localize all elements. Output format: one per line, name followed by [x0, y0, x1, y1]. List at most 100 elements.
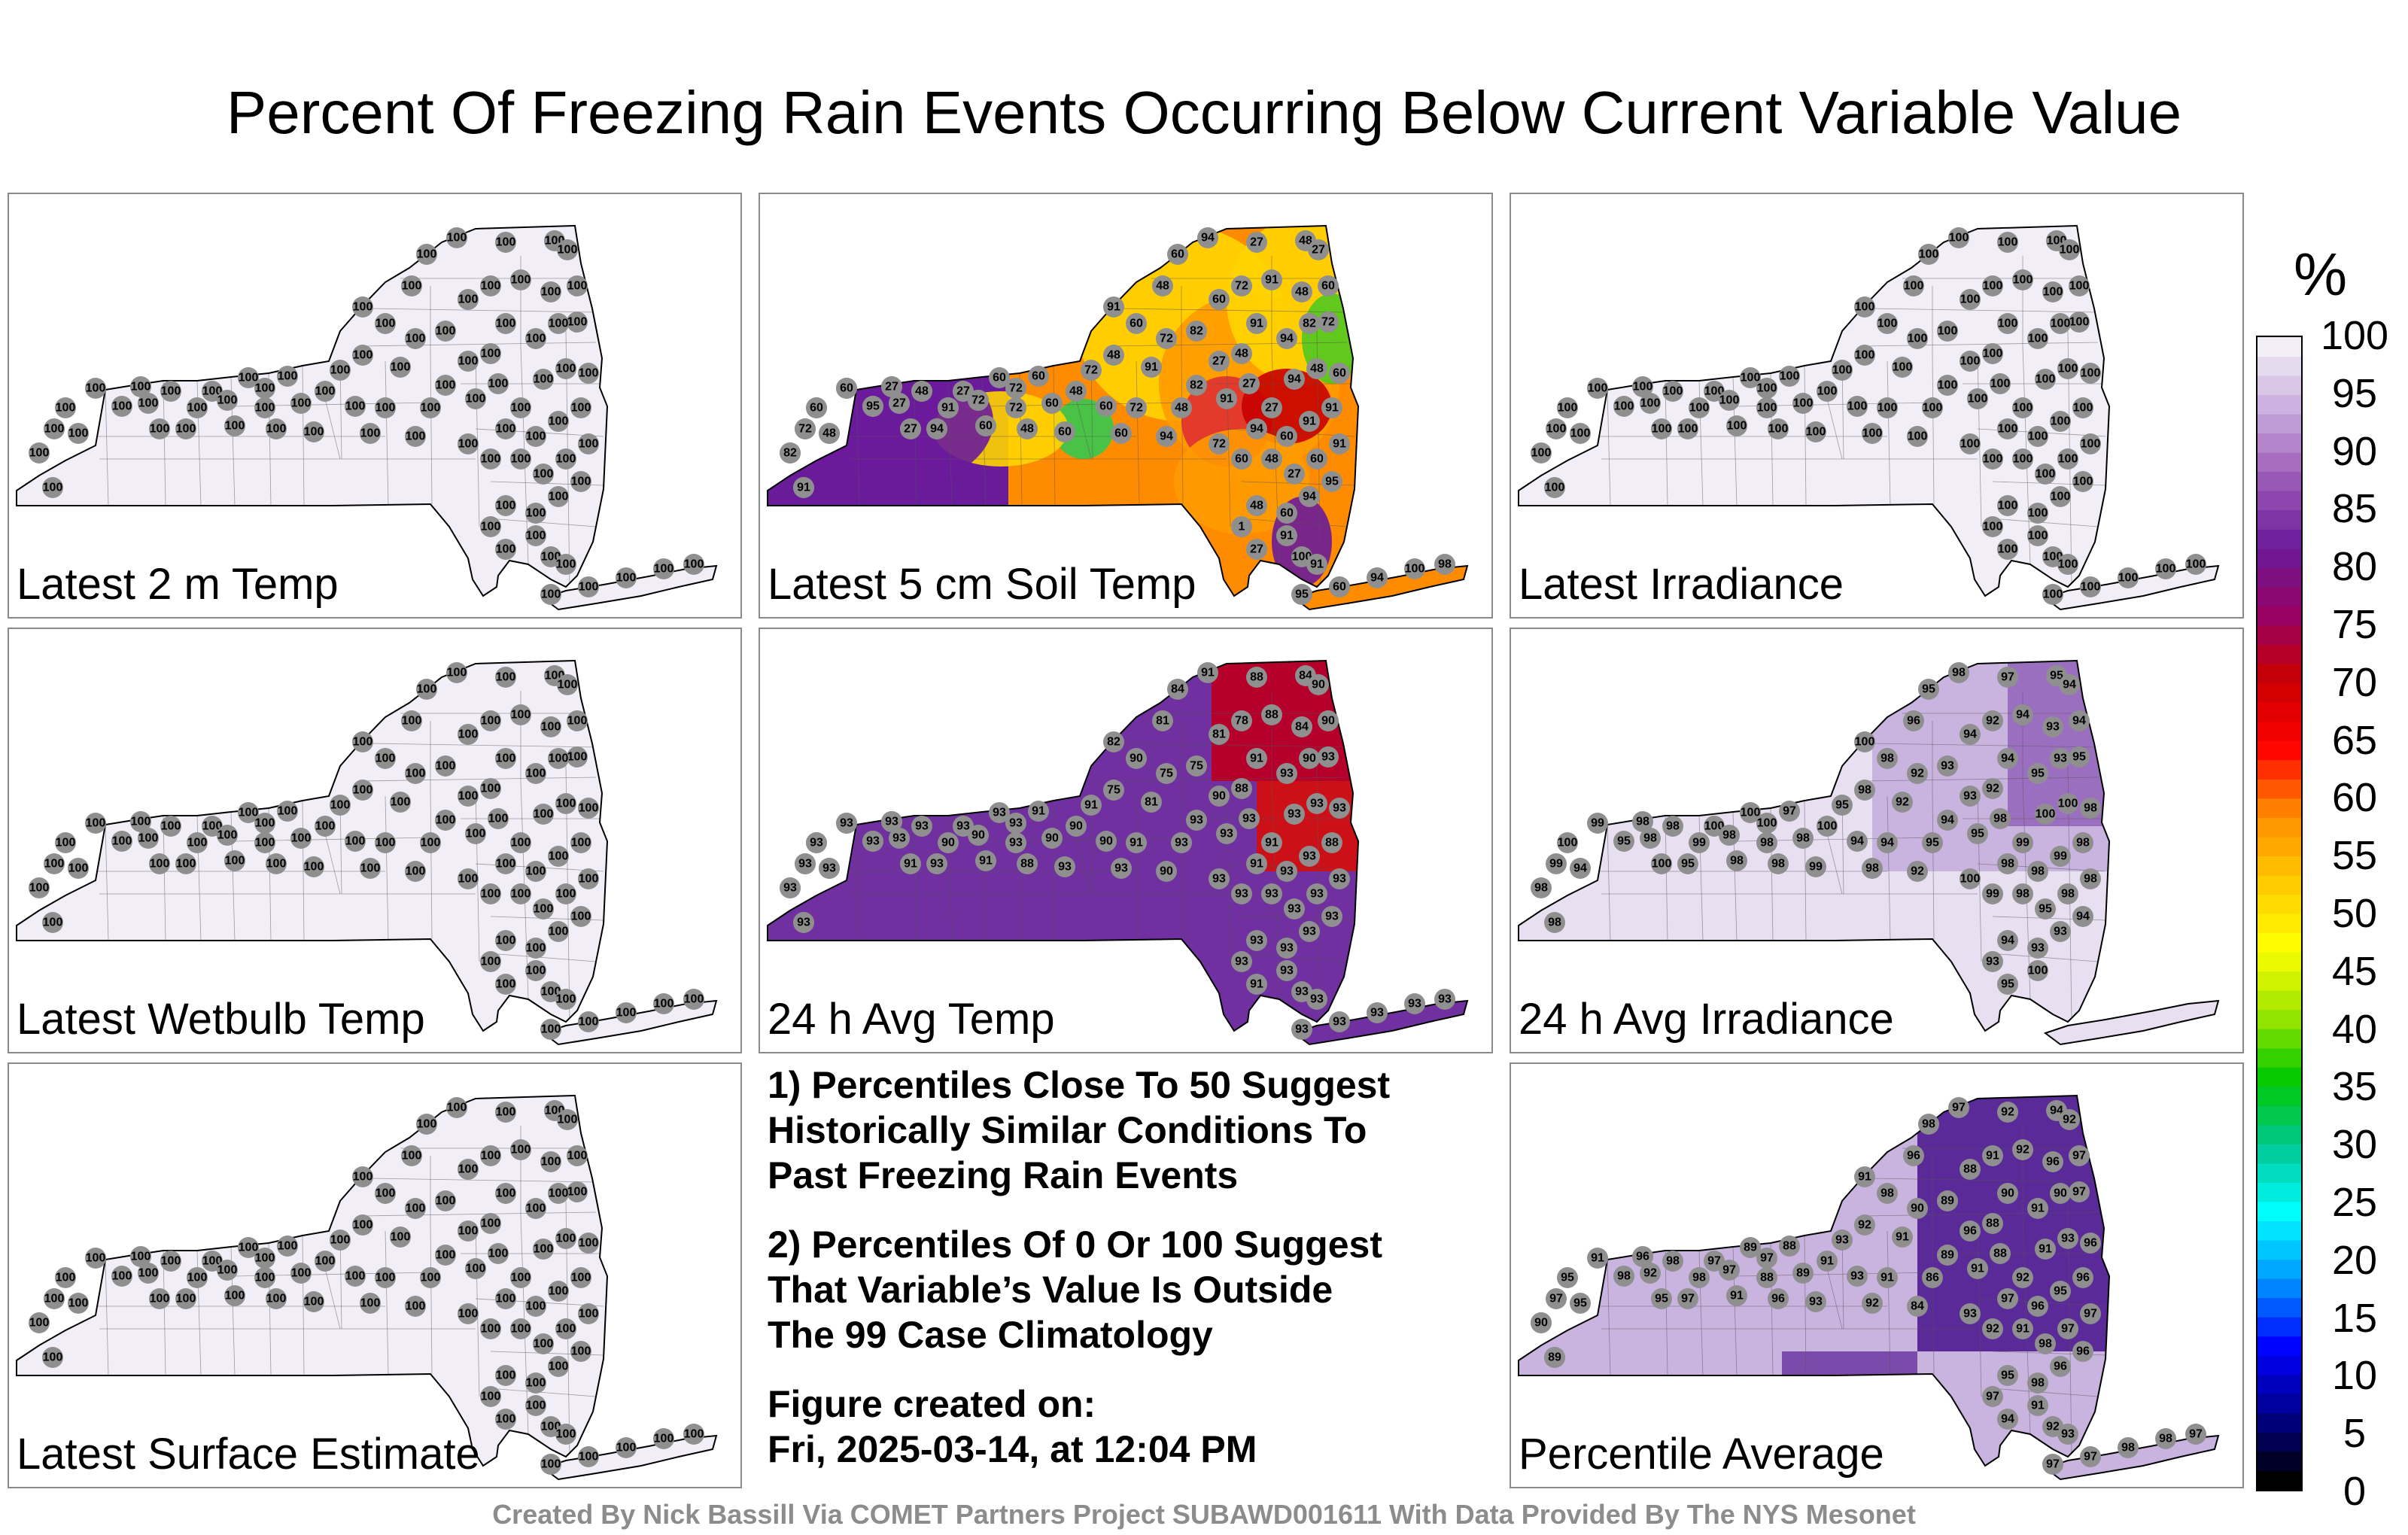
station-value: 93: [956, 820, 970, 833]
station-dot: [555, 793, 576, 814]
station-value: 82: [1190, 379, 1203, 392]
station-dot: [819, 423, 840, 444]
station-marker: 100: [420, 397, 441, 418]
station-marker: 91: [1854, 1166, 1875, 1187]
station-dot: [1291, 281, 1312, 302]
station-dot: [1918, 679, 1939, 700]
station-marker: 96: [2027, 1296, 2048, 1317]
station-marker: 100: [1768, 418, 1789, 439]
colorbar-tick-label: 60: [2331, 775, 2378, 821]
station-dot: [85, 813, 106, 834]
station-marker: 100: [578, 1303, 599, 1324]
station-dot: [1740, 367, 1761, 388]
station-marker: 96: [2042, 1151, 2063, 1172]
station-value: 100: [421, 402, 441, 415]
station-value: 100: [488, 813, 509, 825]
station-value: 100: [496, 318, 516, 330]
station-dot: [1434, 989, 1455, 1010]
station-marker: 100: [510, 832, 531, 853]
station-value: 91: [904, 858, 917, 871]
station-marker: 93: [1299, 846, 1320, 867]
station-marker: 60: [1096, 396, 1117, 417]
station-marker: 100: [510, 397, 531, 418]
station-value: 60: [1099, 400, 1113, 413]
station-value: 90: [971, 829, 985, 842]
station-dot: [1329, 868, 1350, 889]
station-marker: 100: [1613, 396, 1634, 417]
station-marker: 100: [1677, 418, 1698, 439]
station-value: 100: [278, 1240, 298, 1253]
station-marker: 98: [2012, 883, 2033, 904]
station-value: 93: [2031, 942, 2045, 955]
station-dot: [2072, 1267, 2093, 1288]
station-dot: [1231, 343, 1252, 364]
station-value: 100: [406, 1300, 426, 1313]
station-value: 93: [798, 858, 812, 871]
station-marker: 100: [175, 853, 196, 874]
station-value: 84: [1295, 721, 1309, 734]
station-marker: 100: [458, 433, 479, 454]
station-dot: [2050, 486, 2071, 507]
station-dot: [2042, 1454, 2063, 1475]
station-value: 94: [1880, 837, 1894, 850]
station-dot: [352, 1214, 373, 1236]
station-dot: [1570, 1293, 1591, 1314]
station-value: 93: [1280, 965, 1294, 977]
station-dot: [160, 1251, 181, 1272]
colorbar-segment: [2258, 567, 2301, 588]
station-dot: [2057, 793, 2078, 814]
station-dot: [567, 710, 588, 731]
station-value: 95: [1971, 828, 1984, 840]
station-dot: [1854, 731, 1875, 752]
station-dot: [446, 227, 467, 248]
station-value: 90: [1911, 1202, 1924, 1215]
station-dot: [1937, 375, 1958, 396]
station-marker: 48: [1066, 381, 1087, 402]
station-dot: [149, 853, 170, 874]
station-marker: 100: [217, 1260, 238, 1281]
station-marker: 94: [926, 418, 947, 439]
station-marker: 90: [1531, 1312, 1552, 1333]
station-dot: [1662, 1251, 1683, 1272]
station-marker: 100: [480, 951, 501, 972]
station-value: 100: [1757, 817, 1777, 830]
station-value: 99: [1591, 817, 1604, 830]
station-value: 98: [1865, 862, 1879, 875]
station-dot: [360, 1293, 381, 1314]
station-value: 100: [436, 1195, 456, 1208]
station-marker: 60: [1111, 423, 1132, 444]
station-marker: 93: [795, 853, 816, 874]
station-dot: [2035, 1239, 2056, 1260]
colorbar-segment: [2258, 1451, 2301, 1471]
station-value: 97: [1681, 1293, 1695, 1306]
station-value: 100: [436, 325, 456, 338]
station-dot: [2012, 1267, 2033, 1288]
station-marker: 98: [1918, 1114, 1939, 1135]
station-value: 100: [1990, 378, 2011, 391]
station-value: 100: [1847, 400, 1868, 413]
colorbar-segment: [2258, 1105, 2301, 1126]
station-dot: [510, 1267, 531, 1288]
colorbar-tick-label: 0: [2343, 1469, 2367, 1514]
station-marker: 94: [1877, 832, 1898, 853]
station-marker: 100: [375, 1183, 396, 1204]
colorbar: [2256, 336, 2303, 1491]
station-dot: [1903, 275, 1924, 296]
station-marker: 100: [495, 1102, 516, 1123]
station-dot: [217, 390, 238, 411]
station-value: 100: [447, 232, 467, 245]
station-marker: 72: [795, 418, 816, 439]
station-value: 100: [1938, 379, 1958, 392]
station-dot: [1246, 313, 1267, 334]
station-marker: 100: [1854, 345, 1875, 366]
station-value: 100: [436, 1249, 456, 1262]
station-marker: 100: [2072, 471, 2093, 492]
station-marker: 100: [435, 755, 456, 777]
station-marker: 100: [567, 710, 588, 731]
station-value: 100: [112, 400, 132, 413]
station-marker: 100: [330, 360, 351, 381]
station-dot: [653, 558, 674, 579]
station-marker: 60: [1329, 363, 1350, 384]
